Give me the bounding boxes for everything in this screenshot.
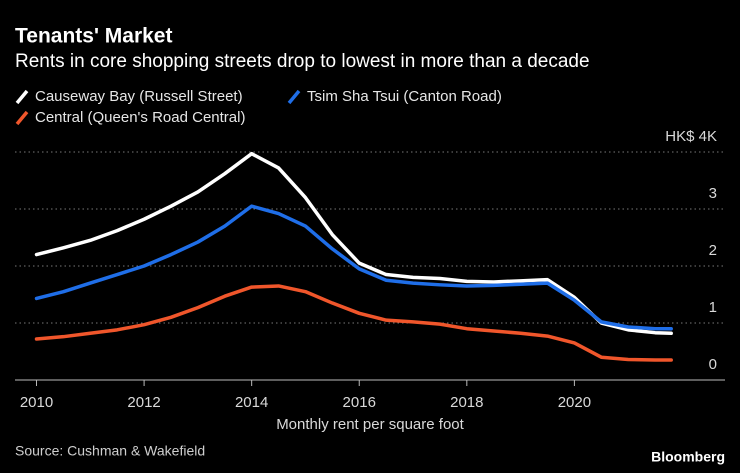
y-tick-label: 0 [709, 356, 717, 373]
brand: Bloomberg [651, 449, 725, 465]
legend-swatch [15, 110, 29, 126]
source: Source: Cushman & Wakefield [15, 443, 205, 459]
x-tick-label: 2020 [558, 394, 591, 411]
x-tick-label: 2014 [235, 394, 268, 411]
legend-label: Causeway Bay (Russell Street) [35, 88, 243, 105]
series-line [34, 284, 673, 362]
x-tick-label: 2016 [343, 394, 376, 411]
chart-title: Tenants' Market [15, 25, 172, 48]
y-tick-label: HK$ 4K [665, 128, 717, 145]
x-tick-label: 2010 [20, 394, 53, 411]
legend-label: Tsim Sha Tsui (Canton Road) [307, 88, 502, 105]
x-tick-label: 2018 [450, 394, 483, 411]
x-tick-label: 2012 [127, 394, 160, 411]
y-tick-label: 2 [709, 242, 717, 259]
y-tick-label: 3 [709, 185, 717, 202]
series-line [34, 151, 673, 336]
y-tick-label: 1 [709, 299, 717, 316]
chart-subtitle: Rents in core shopping streets drop to l… [15, 51, 590, 72]
legend-swatch [287, 89, 301, 105]
legend-label: Central (Queen's Road Central) [35, 109, 245, 126]
series-line [34, 204, 673, 331]
x-axis-label: Monthly rent per square foot [276, 416, 464, 433]
legend-swatch [15, 89, 29, 105]
